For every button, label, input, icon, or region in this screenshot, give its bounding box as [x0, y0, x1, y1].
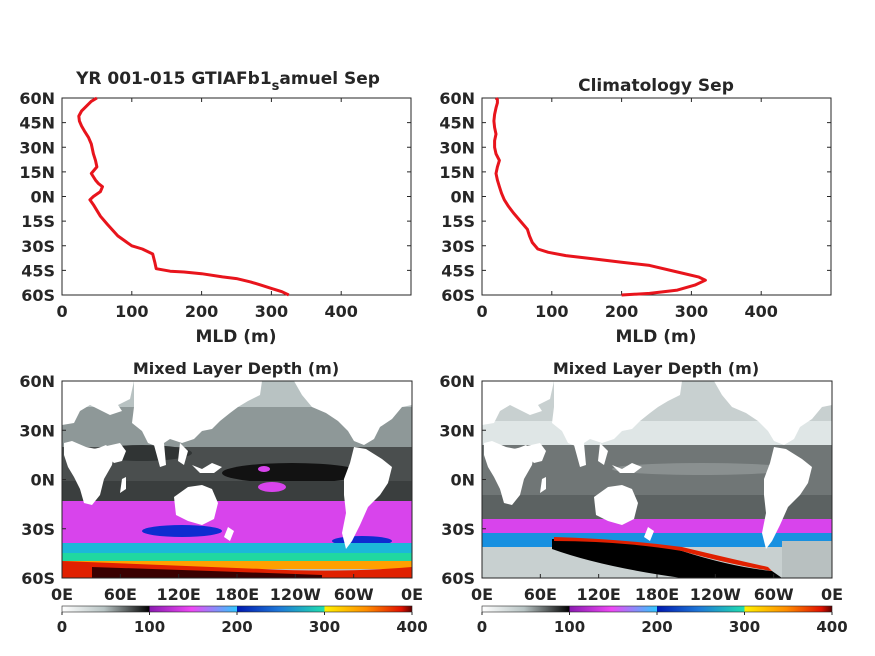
y-tick-label: 60S — [21, 286, 55, 305]
colorbar-tick-label: 300 — [309, 618, 340, 636]
y-tick-label: 45S — [441, 261, 475, 280]
line-plot-left: 0 100 200 300 400 60N 45N 30N 15N 0N 15S 30S 45S 60S — [19, 89, 411, 321]
y-tick-label: 45N — [439, 114, 475, 133]
map-x-tick-label: 0E — [821, 585, 843, 604]
map-x-tick-label: 180E — [215, 585, 259, 604]
mld-profile-panel-right: 0 100 200 300 400 60N 45N 30N 15N 0N 15S 30S 45S 60S — [439, 89, 832, 321]
colorbar-tick-label: 100 — [554, 618, 585, 636]
colorbar-left: 0 100 200 300 400 — [57, 605, 428, 636]
y-tick-label: 60N — [19, 89, 55, 108]
colorbar-tick-label: 400 — [816, 618, 847, 636]
map-x-tick-label: 60E — [524, 585, 557, 604]
line-plot-right: 0 100 200 300 400 60N 45N 30N 15N 0N 15S 30S 45S 60S — [439, 89, 831, 321]
map-y-tick-label: 60S — [441, 569, 475, 588]
mld-series-line — [77, 96, 290, 297]
x-tick-label: 400 — [744, 302, 777, 321]
colorbar-tick-label: 200 — [641, 618, 672, 636]
map-y-tick-label: 0N — [30, 471, 55, 490]
y-tick-label: 15N — [19, 163, 55, 182]
colorbar-tick-label: 0 — [477, 618, 487, 636]
mld-map-right: 0E 60E 120E 180E 120W 60W 0E 60N 30N 0N 30S 60S — [439, 372, 843, 604]
x-tick-label: 100 — [115, 302, 148, 321]
map-x-tick-label: 120E — [577, 585, 621, 604]
colorbar-tick-label: 300 — [729, 618, 760, 636]
mld-series-line — [492, 97, 707, 297]
y-tick-label: 30N — [439, 138, 475, 157]
x-tick-label: 300 — [675, 302, 708, 321]
map-title-right: Mixed Layer Depth (m) — [553, 359, 759, 378]
map-y-tick-label: 30S — [21, 520, 55, 539]
y-tick-label: 15S — [441, 212, 475, 231]
mld-map-left: 0E 60E 120E 180E 120W 60W 0E 60N 30N 0N 30S 60S — [19, 372, 423, 604]
map-x-tick-label: 0E — [471, 585, 493, 604]
y-tick-label: 45S — [21, 261, 55, 280]
map-x-tick-label: 60E — [104, 585, 137, 604]
x-tick-label: 0 — [476, 302, 487, 321]
y-tick-label: 15S — [21, 212, 55, 231]
map-y-tick-label: 60N — [19, 372, 55, 391]
y-tick-label: 15N — [439, 163, 475, 182]
y-tick-label: 45N — [19, 114, 55, 133]
map-x-tick-label: 0E — [51, 585, 73, 604]
y-tick-label: 0N — [30, 188, 55, 207]
map-y-tick-label: 30S — [441, 520, 475, 539]
x-tick-label: 0 — [56, 302, 67, 321]
y-tick-label: 0N — [450, 188, 475, 207]
y-tick-label: 60N — [439, 89, 475, 108]
mld-profile-panel-left: 0 100 200 300 400 60N 45N 30N 15N 0N 15S 30S 45S 60S — [19, 89, 412, 321]
map-y-tick-label: 30N — [19, 421, 55, 440]
chart-title-right: Climatology Sep — [578, 76, 734, 96]
x-tick-label: 300 — [255, 302, 288, 321]
colorbar-tick-label: 200 — [221, 618, 252, 636]
y-tick-label: 30S — [21, 237, 55, 256]
map-title-left: Mixed Layer Depth (m) — [133, 359, 339, 378]
x-tick-label: 100 — [535, 302, 568, 321]
map-y-tick-label: 60S — [21, 569, 55, 588]
colorbar-tick-label: 400 — [396, 618, 427, 636]
x-axis-label-right: MLD (m) — [615, 327, 696, 347]
map-x-tick-label: 120W — [690, 585, 741, 604]
map-y-tick-label: 60N — [439, 372, 475, 391]
map-x-tick-label: 60W — [334, 585, 374, 604]
axes-frame — [61, 97, 412, 296]
map-x-tick-label: 120E — [157, 585, 201, 604]
map-x-tick-label: 60W — [754, 585, 794, 604]
x-tick-label: 200 — [605, 302, 638, 321]
map-x-tick-label: 180E — [635, 585, 679, 604]
y-tick-label: 30S — [441, 237, 475, 256]
map-y-tick-label: 30N — [439, 421, 475, 440]
colorbar-tick-label: 0 — [57, 618, 67, 636]
axes-frame — [481, 97, 832, 296]
chart-title-left: YR 001-015 GTIAFb1samuel Sep — [75, 69, 380, 94]
y-tick-label: 60S — [441, 286, 475, 305]
x-tick-label: 200 — [185, 302, 218, 321]
map-x-tick-label: 120W — [270, 585, 321, 604]
map-x-tick-label: 0E — [401, 585, 423, 604]
x-tick-label: 400 — [324, 302, 357, 321]
map-y-tick-label: 0N — [450, 471, 475, 490]
colorbar-right: 0 100 200 300 400 — [477, 605, 848, 636]
x-axis-label-left: MLD (m) — [195, 327, 276, 347]
y-tick-label: 30N — [19, 138, 55, 157]
colorbar-tick-label: 100 — [134, 618, 165, 636]
